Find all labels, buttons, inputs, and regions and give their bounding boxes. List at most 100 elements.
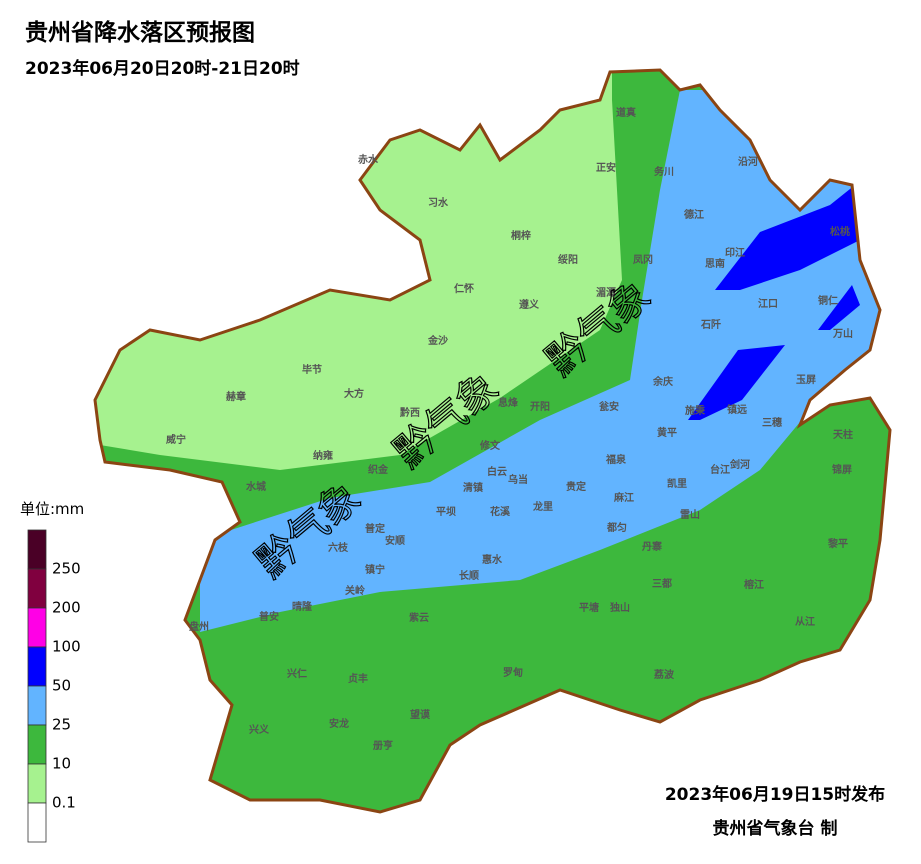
county-label: 册亨 <box>373 739 393 752</box>
legend-swatch <box>27 607 47 648</box>
county-label: 麻江 <box>613 491 634 504</box>
county-label: 龙里 <box>532 500 553 513</box>
county-label: 威宁 <box>166 433 186 446</box>
county-label: 湄潭 <box>596 286 616 299</box>
county-label: 开阳 <box>530 401 550 413</box>
county-label: 剑河 <box>729 458 750 471</box>
county-label: 紫云 <box>409 611 429 624</box>
county-label: 大方 <box>344 387 364 400</box>
legend-swatch <box>27 724 47 765</box>
county-label: 习水 <box>428 196 449 209</box>
county-label: 花溪 <box>490 505 511 518</box>
county-label: 贞丰 <box>348 672 368 685</box>
county-label: 黎平 <box>828 537 848 550</box>
county-label: 安龙 <box>329 717 349 730</box>
county-label: 毕节 <box>302 363 322 376</box>
county-label: 安顺 <box>385 534 405 547</box>
county-label: 息烽 <box>498 396 519 409</box>
legend-swatch <box>27 568 47 609</box>
zone-25-50 <box>200 90 890 632</box>
county-label: 白云 <box>487 465 507 478</box>
legend-label: 200 <box>52 599 81 617</box>
county-label: 思南 <box>705 257 725 270</box>
legend-swatch <box>27 646 47 687</box>
legend-label: 10 <box>52 755 71 773</box>
legend-label: 0.1 <box>52 794 76 812</box>
county-label: 乌当 <box>508 473 528 486</box>
legend-swatch <box>27 802 47 843</box>
map-title: 贵州省降水落区预报图 <box>25 20 255 46</box>
legend-unit: 单位:mm <box>20 500 84 518</box>
county-label: 凤冈 <box>633 254 653 266</box>
legend-label: 100 <box>52 638 81 656</box>
legend-label: 25 <box>52 716 71 734</box>
county-label: 榕江 <box>744 578 764 591</box>
county-label: 平塘 <box>579 601 599 614</box>
county-label: 桐梓 <box>511 229 531 242</box>
legend-swatch <box>27 685 47 726</box>
county-label: 望谟 <box>410 708 431 721</box>
county-label: 关岭 <box>345 584 365 597</box>
county-label: 惠水 <box>482 553 503 566</box>
map-subtitle: 2023年06月20日20时-21日20时 <box>25 58 300 79</box>
county-label: 福泉 <box>605 453 627 466</box>
county-label: 平坝 <box>436 505 456 518</box>
county-label: 镇远 <box>727 403 747 416</box>
county-label: 普安 <box>259 610 279 623</box>
county-label: 锦屏 <box>832 463 852 476</box>
legend-label: 50 <box>52 677 71 695</box>
county-label: 赤水 <box>358 153 379 166</box>
county-label: 仁怀 <box>454 282 474 295</box>
county-label: 织金 <box>368 463 389 476</box>
county-label: 长顺 <box>459 569 479 582</box>
county-label: 铜仁 <box>818 294 838 307</box>
county-label: 江口 <box>758 297 778 310</box>
county-label: 余庆 <box>652 375 673 388</box>
county-label: 罗甸 <box>503 666 523 679</box>
county-label: 从江 <box>795 615 815 628</box>
county-label: 万山 <box>832 327 853 340</box>
county-label: 金沙 <box>427 334 448 347</box>
county-label: 石阡 <box>700 318 721 331</box>
county-label: 松桃 <box>830 225 850 238</box>
county-label: 水城 <box>245 480 266 493</box>
county-label: 修文 <box>479 439 501 452</box>
county-label: 三都 <box>652 577 672 590</box>
county-label: 独山 <box>610 601 630 614</box>
producer: 贵州省气象台 制 <box>713 818 838 839</box>
county-label: 务川 <box>654 165 674 178</box>
county-label: 镇宁 <box>365 563 385 576</box>
legend-label: 250 <box>52 560 81 578</box>
county-label: 绥阳 <box>558 253 578 266</box>
zone-50-100 <box>688 185 860 420</box>
county-label: 荔波 <box>653 668 675 681</box>
county-label: 德江 <box>683 208 704 221</box>
county-label: 盘州 <box>189 620 209 633</box>
county-label: 黔西 <box>400 406 420 419</box>
county-label: 贵定 <box>566 480 586 493</box>
county-label: 天柱 <box>833 428 853 441</box>
county-label: 道真 <box>616 106 636 119</box>
legend-swatch <box>27 763 47 804</box>
county-label: 赫章 <box>226 390 246 403</box>
county-label: 都匀 <box>606 521 627 534</box>
county-label: 兴义 <box>249 723 270 736</box>
county-label: 三穗 <box>762 416 782 429</box>
county-label: 雷山 <box>680 508 700 521</box>
county-label: 施秉 <box>685 404 706 417</box>
county-label: 凯里 <box>667 477 687 490</box>
county-label: 丹寨 <box>642 540 662 553</box>
county-label: 六枝 <box>328 541 349 554</box>
county-label: 普定 <box>365 522 385 535</box>
county-label: 正安 <box>596 161 616 174</box>
legend-swatch <box>27 529 47 570</box>
county-label: 台江 <box>710 463 730 476</box>
county-label: 纳雍 <box>313 449 333 462</box>
county-label: 沿河 <box>738 155 758 168</box>
county-label: 晴隆 <box>292 600 313 613</box>
county-label: 遵义 <box>519 298 540 311</box>
county-label: 清镇 <box>463 481 483 494</box>
county-label: 瓮安 <box>599 400 619 413</box>
county-label: 印江 <box>725 246 745 259</box>
